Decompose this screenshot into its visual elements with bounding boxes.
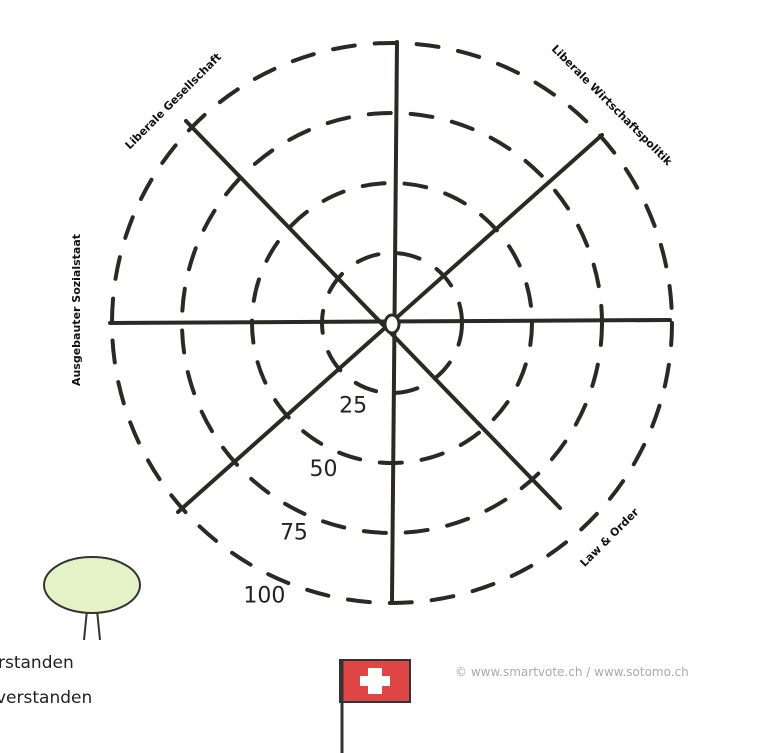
r-tick-label: 25 xyxy=(339,393,367,418)
credit: © www.smartvote.ch / www.sotomo.ch xyxy=(455,665,689,679)
axis-label: Ausgebauter Sozialstaat xyxy=(70,234,83,386)
chart: 100755025 Liberale Gesellschaft Liberale… xyxy=(0,0,771,753)
axis-label-text: Liberale Gesellschaft xyxy=(123,51,224,152)
tree xyxy=(44,557,140,640)
r-tick-label: 50 xyxy=(310,457,338,482)
r-tick-label: 75 xyxy=(280,520,308,545)
spoke xyxy=(186,121,560,508)
center xyxy=(385,315,399,333)
legend-item: rstanden xyxy=(0,653,74,673)
axis-label: Law & Order xyxy=(578,505,642,569)
legend-item: verstanden xyxy=(0,688,92,708)
page: {"chart_data": {"type": "radar", "axes":… xyxy=(0,0,771,753)
flag xyxy=(340,660,410,753)
r-tick-label: 100 xyxy=(243,584,285,609)
axis-label: Liberale Gesellschaft xyxy=(123,51,224,152)
